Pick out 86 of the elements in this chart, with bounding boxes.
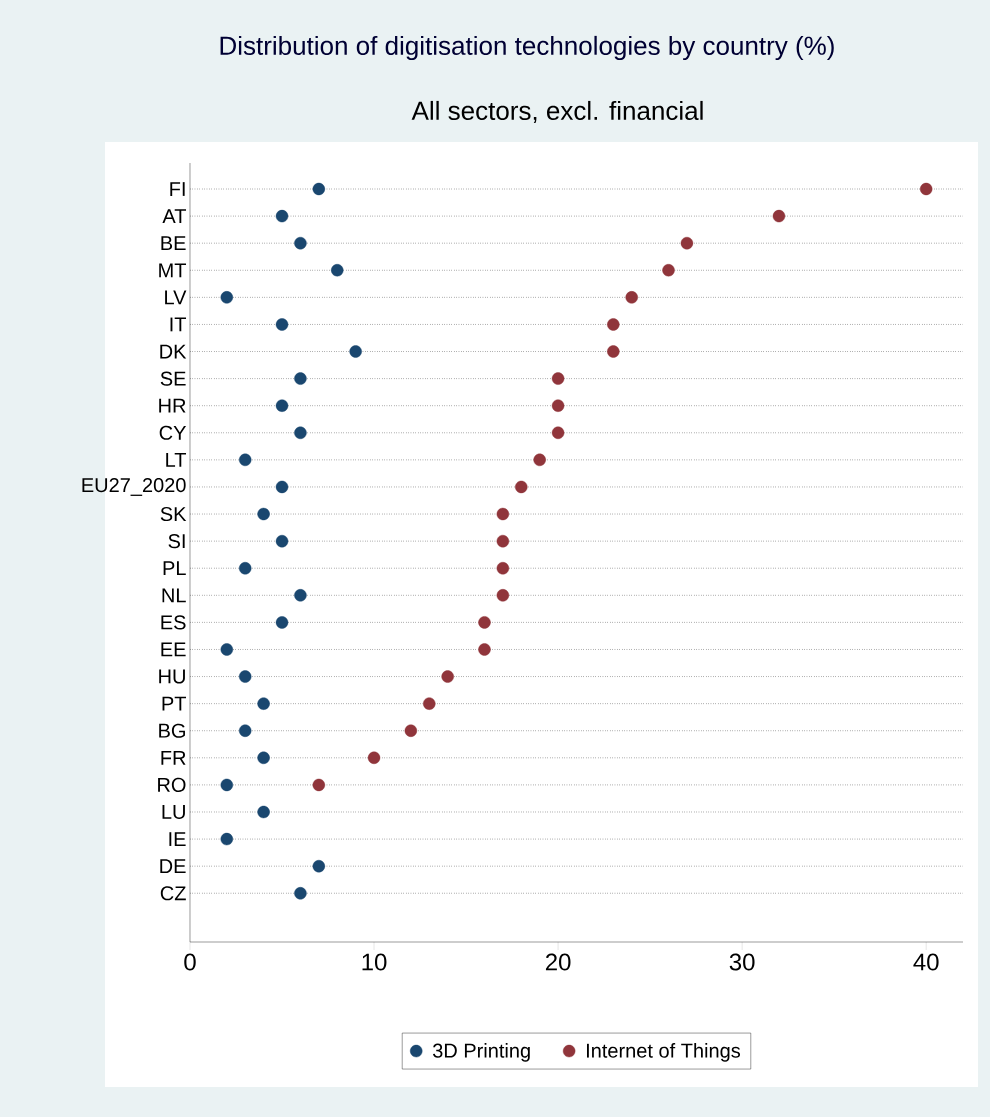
point xyxy=(551,426,565,439)
point xyxy=(331,264,344,277)
point xyxy=(515,480,528,494)
y-tick-label: NL xyxy=(162,588,186,603)
x-tick-label: 10 xyxy=(362,953,387,971)
x-tick-label: 40 xyxy=(913,953,939,971)
point xyxy=(441,670,454,683)
point xyxy=(257,751,270,765)
y-tick-label: DE xyxy=(160,859,186,874)
chart-subtitle: All sectors, excl. financial xyxy=(411,100,703,124)
point xyxy=(239,453,252,467)
point xyxy=(625,291,638,304)
point xyxy=(220,778,234,792)
point xyxy=(533,453,546,467)
point xyxy=(294,887,307,900)
point xyxy=(496,507,510,521)
point xyxy=(772,209,786,223)
point xyxy=(257,697,270,710)
y-tick-label: CY xyxy=(159,425,187,440)
x-tick-label: 20 xyxy=(545,953,571,971)
point xyxy=(257,507,270,521)
point xyxy=(239,562,252,575)
y-tick-label: LT xyxy=(166,453,187,467)
point xyxy=(496,589,510,602)
y-tick-label: SE xyxy=(160,371,186,386)
point xyxy=(680,236,694,250)
point xyxy=(257,805,270,819)
y-tick-label: IE xyxy=(169,832,186,846)
y-tick-label: EE xyxy=(161,642,186,657)
y-tick-label: LU xyxy=(162,805,185,819)
legend-label: Internet of Things xyxy=(586,1043,741,1062)
point xyxy=(220,832,234,846)
point xyxy=(662,264,675,277)
y-tick-label: DK xyxy=(160,344,187,359)
y-tick-label: ES xyxy=(161,615,186,630)
point xyxy=(275,209,289,223)
y-tick-label: LV xyxy=(165,290,187,305)
legend-label: 3D Printing xyxy=(432,1043,530,1062)
point xyxy=(294,589,307,602)
y-tick-label: HU xyxy=(159,669,185,684)
y-tick-label: IT xyxy=(170,317,187,332)
point xyxy=(294,236,307,250)
y-tick-label: AT xyxy=(162,209,187,223)
point xyxy=(312,859,326,873)
point xyxy=(404,724,418,737)
point xyxy=(496,562,510,575)
point xyxy=(275,318,289,331)
y-tick-label: BE xyxy=(161,236,186,251)
point xyxy=(275,616,289,629)
y-tick-label: RO xyxy=(158,777,186,792)
point xyxy=(423,697,436,710)
y-tick-label: FR xyxy=(161,750,186,765)
point xyxy=(239,724,252,737)
point xyxy=(919,182,933,196)
point xyxy=(478,643,491,656)
point xyxy=(367,751,381,765)
chart-title: Distribution of digitisation technologies by country (%) xyxy=(220,35,834,61)
point xyxy=(275,480,289,494)
point xyxy=(607,345,620,358)
point xyxy=(275,534,289,548)
point xyxy=(551,399,565,412)
y-tick-label: EU27_2020 xyxy=(82,478,186,496)
y-tick-label: SK xyxy=(160,506,187,522)
x-tick-label: 0 xyxy=(184,953,196,971)
point xyxy=(294,372,307,385)
point xyxy=(220,291,234,304)
point xyxy=(478,616,491,629)
y-tick-label: PL xyxy=(163,561,186,576)
point xyxy=(312,778,326,792)
y-tick-label: MT xyxy=(159,263,187,278)
point xyxy=(275,399,289,412)
point xyxy=(349,345,362,358)
y-tick-label: PT xyxy=(162,696,187,711)
y-tick-label: BG xyxy=(159,723,185,738)
y-tick-label: FI xyxy=(170,182,185,196)
x-tick-label: 30 xyxy=(729,953,755,971)
y-tick-label: HR xyxy=(159,398,186,413)
point xyxy=(294,426,307,439)
point xyxy=(607,318,620,331)
point xyxy=(220,643,234,656)
y-tick-label: SI xyxy=(168,534,185,549)
point xyxy=(239,670,252,683)
y-tick-label: CZ xyxy=(160,886,186,901)
point xyxy=(496,534,510,548)
point xyxy=(312,182,326,196)
point xyxy=(551,372,565,385)
